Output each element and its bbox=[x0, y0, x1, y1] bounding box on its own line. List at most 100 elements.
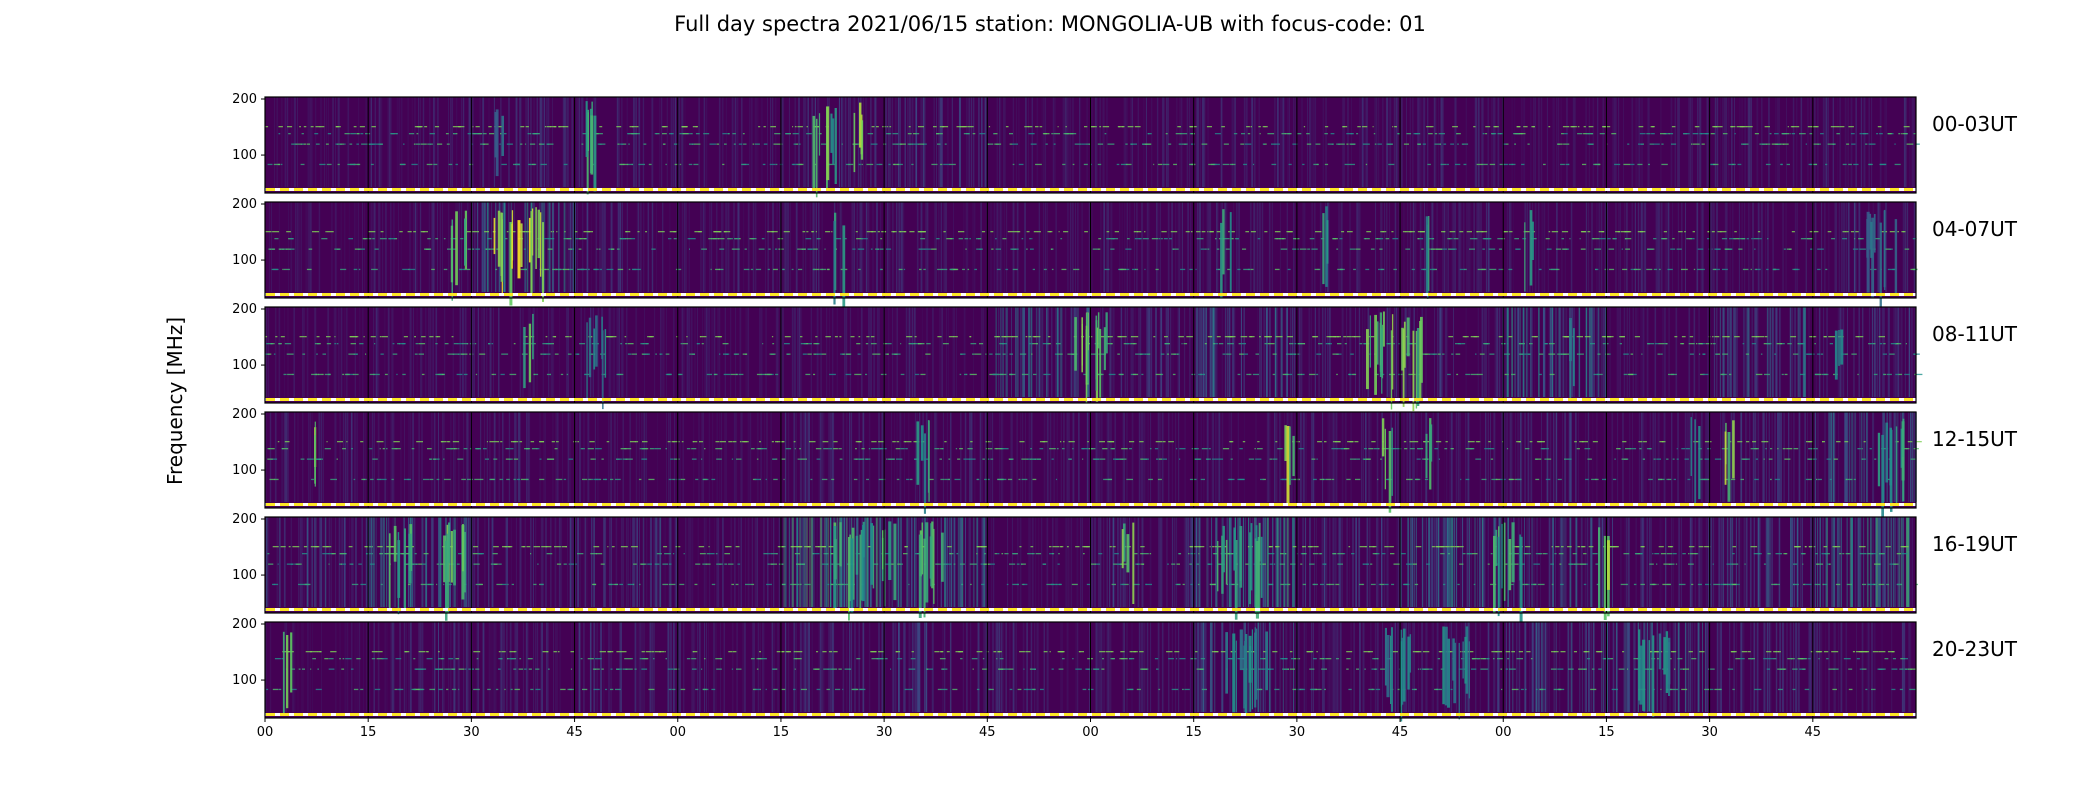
band-mark bbox=[1116, 163, 1120, 166]
streak-mark bbox=[1122, 412, 1124, 502]
band-mark bbox=[744, 248, 747, 250]
y-tick-label: 100 bbox=[232, 358, 257, 373]
streak-mark bbox=[1585, 97, 1587, 187]
streak-mark bbox=[1775, 97, 1777, 187]
streak-mark bbox=[819, 412, 821, 502]
streak-mark bbox=[549, 202, 551, 292]
streak-mark bbox=[558, 202, 560, 292]
band-mark bbox=[1126, 478, 1133, 481]
band-mark bbox=[877, 248, 880, 250]
streak-mark bbox=[1697, 202, 1699, 292]
band-mark bbox=[723, 231, 731, 233]
streak-mark bbox=[297, 97, 298, 187]
streak-mark bbox=[868, 202, 870, 292]
band-mark bbox=[448, 163, 453, 166]
band-mark bbox=[587, 448, 594, 450]
streak-mark bbox=[721, 202, 723, 292]
band-mark bbox=[1257, 448, 1263, 450]
band-mark bbox=[701, 248, 707, 250]
streak-mark bbox=[1080, 97, 1082, 187]
streak-mark bbox=[908, 97, 910, 187]
band-mark bbox=[315, 126, 321, 128]
band-mark bbox=[1292, 248, 1299, 250]
streak-mark bbox=[1287, 97, 1289, 187]
band-mark bbox=[461, 478, 466, 481]
streak-mark bbox=[1377, 97, 1380, 187]
streak-mark bbox=[377, 412, 380, 502]
band-mark bbox=[885, 133, 892, 135]
band-mark bbox=[924, 458, 930, 460]
band-mark bbox=[414, 126, 419, 128]
streak-mark bbox=[1086, 412, 1089, 502]
streak-mark bbox=[337, 307, 340, 397]
band-mark bbox=[898, 231, 901, 233]
streak-mark bbox=[1441, 97, 1443, 187]
band-mark bbox=[1346, 133, 1353, 135]
band-mark bbox=[555, 478, 563, 481]
streak-mark bbox=[1314, 307, 1316, 397]
streak-mark bbox=[1598, 307, 1600, 397]
streak-mark bbox=[315, 307, 317, 397]
streak-mark bbox=[1552, 97, 1554, 187]
band-mark bbox=[1703, 268, 1705, 271]
streak-mark bbox=[489, 412, 491, 502]
band-mark bbox=[1465, 373, 1471, 376]
band-mark bbox=[625, 458, 633, 460]
streak-mark bbox=[1253, 97, 1256, 187]
streak-mark bbox=[1888, 307, 1890, 397]
band-mark bbox=[1777, 143, 1785, 145]
streak-mark bbox=[1731, 97, 1733, 187]
streak-mark bbox=[1664, 307, 1666, 397]
streak-mark bbox=[1394, 202, 1397, 292]
streak-mark bbox=[305, 202, 307, 292]
streak-mark bbox=[1690, 97, 1692, 187]
band-mark bbox=[686, 336, 688, 338]
band-mark bbox=[311, 373, 318, 376]
streak-mark bbox=[398, 202, 399, 292]
band-mark bbox=[794, 126, 797, 128]
band-mark bbox=[505, 458, 511, 460]
band-mark bbox=[519, 441, 523, 443]
streak-mark bbox=[1206, 412, 1209, 502]
band-mark bbox=[1657, 353, 1661, 355]
band-mark bbox=[361, 143, 366, 145]
streak-mark bbox=[527, 202, 529, 292]
band-mark bbox=[1683, 133, 1690, 135]
band-mark bbox=[1161, 231, 1167, 233]
streak-mark bbox=[1756, 307, 1758, 397]
streak-mark bbox=[1134, 307, 1136, 397]
streak-mark bbox=[1268, 202, 1270, 292]
band-mark bbox=[1884, 248, 1892, 250]
streak-mark bbox=[858, 412, 860, 502]
band-mark bbox=[346, 441, 348, 443]
streak-mark bbox=[1547, 202, 1549, 292]
band-mark bbox=[1854, 238, 1856, 240]
streak-mark bbox=[1570, 202, 1573, 292]
streak-mark bbox=[1001, 202, 1003, 292]
band-mark bbox=[815, 231, 817, 233]
streak-mark bbox=[1156, 202, 1158, 292]
band-mark bbox=[1501, 268, 1504, 271]
band-mark bbox=[1809, 133, 1813, 135]
streak-mark bbox=[638, 412, 640, 502]
band-mark bbox=[1689, 353, 1694, 355]
band-mark bbox=[1722, 336, 1729, 338]
streak-mark bbox=[1837, 97, 1839, 187]
band-mark bbox=[1242, 441, 1246, 443]
band-mark bbox=[1378, 268, 1380, 271]
band-mark bbox=[391, 133, 395, 135]
band-mark bbox=[1012, 336, 1018, 338]
streak-mark bbox=[393, 202, 395, 292]
band-mark bbox=[1555, 248, 1562, 250]
band-mark bbox=[1894, 343, 1897, 345]
band-mark bbox=[1204, 343, 1207, 345]
y-tick-label: 100 bbox=[232, 148, 257, 163]
band-mark bbox=[447, 353, 455, 355]
streak-mark bbox=[1437, 307, 1438, 397]
band-mark bbox=[985, 448, 991, 450]
band-mark bbox=[550, 231, 552, 233]
band-mark bbox=[587, 231, 593, 233]
streak-mark bbox=[682, 307, 684, 397]
streak-mark bbox=[845, 307, 848, 397]
streak-mark bbox=[1395, 97, 1397, 187]
